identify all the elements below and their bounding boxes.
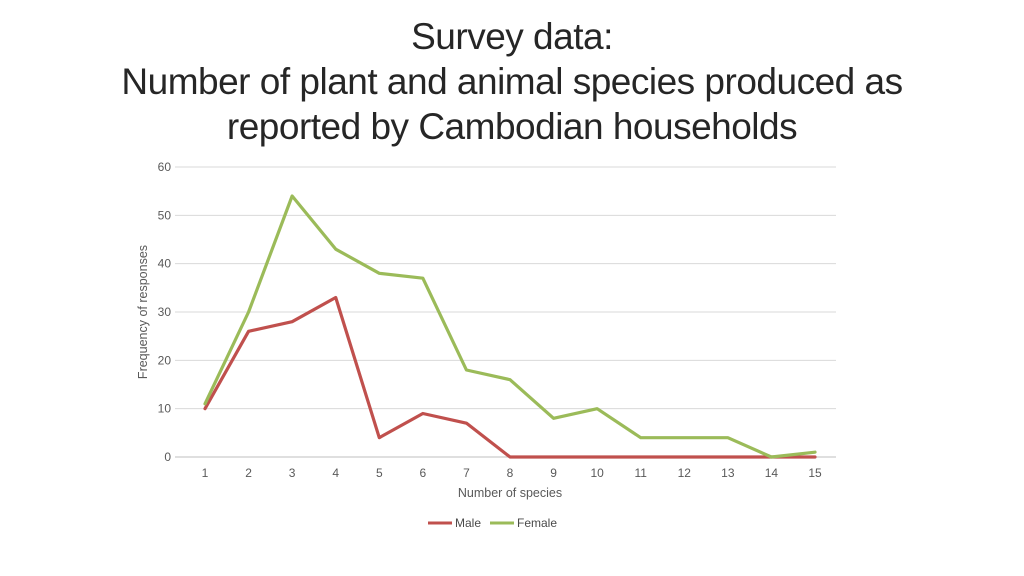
female-series-line [203,194,817,459]
male-series-line [203,295,817,459]
legend-male-label: Male [455,516,481,530]
x-tick-label: 4 [332,466,339,480]
x-tick-label: 13 [721,466,735,480]
y-tick-label: 30 [158,305,172,319]
x-tick-label: 14 [765,466,779,480]
y-tick-label: 40 [158,257,172,271]
chart-title: Survey data: Number of plant and animal … [0,14,1024,149]
x-tick-label: 11 [634,466,647,480]
title-line-3: reported by Cambodian households [226,106,798,147]
x-tick-label: 3 [289,466,296,480]
y-tick-label: 10 [158,402,172,416]
y-tick-label: 60 [158,160,172,174]
y-tick-label: 50 [158,208,172,222]
legend-female-label: Female [517,516,557,530]
x-tick-label: 8 [507,466,514,480]
x-tick-label: 7 [463,466,470,480]
title-line-2: Number of plant and animal species produ… [121,61,903,102]
x-tick-label: 6 [420,466,427,480]
x-tick-label: 15 [808,466,822,480]
y-tick-label: 0 [164,450,171,464]
x-tick-label: 1 [202,466,209,480]
title-line-1: Survey data: [411,16,613,57]
x-tick-label: 2 [245,466,252,480]
x-tick-label: 9 [550,466,557,480]
y-tick-label: 20 [158,353,172,367]
x-tick-label: 10 [590,466,604,480]
x-axis-title: Number of species [458,486,562,500]
y-axis-title: Frequency of responses [136,245,150,379]
x-tick-label: 12 [678,466,692,480]
x-tick-label: 5 [376,466,383,480]
